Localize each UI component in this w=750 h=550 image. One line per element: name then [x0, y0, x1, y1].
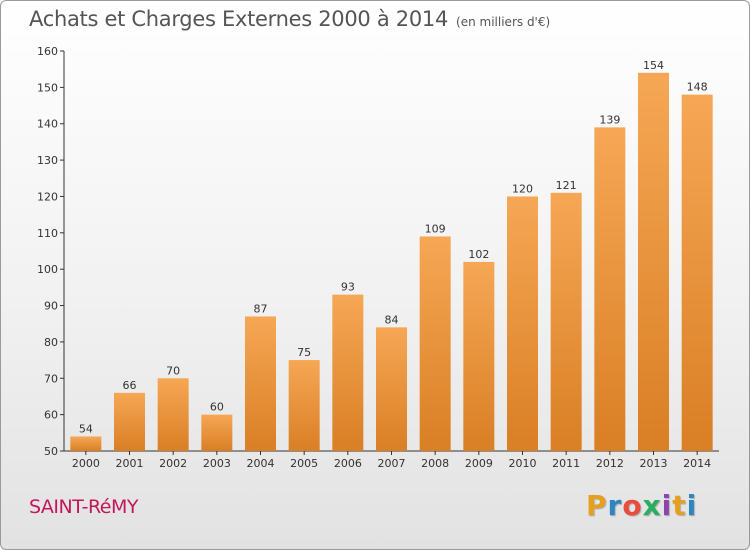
bar-2012	[594, 127, 626, 451]
y-tick-label: 130	[37, 154, 58, 167]
bar-2003	[201, 414, 233, 451]
y-tick-label: 80	[44, 336, 58, 349]
y-tick-label: 90	[44, 300, 58, 313]
logo-letter: o	[622, 489, 643, 522]
logo-letter: t	[672, 489, 687, 522]
chart-bars: 54 66 70 60 87 75 93 84 109 102 120 121 139 154 148	[70, 59, 713, 452]
y-tick-label: 150	[37, 81, 58, 94]
x-tick-label: 2008	[421, 457, 449, 470]
bar-2004	[245, 316, 276, 451]
logo-letter: i	[661, 489, 673, 522]
data-label: 102	[468, 248, 489, 261]
bar-2011	[550, 192, 582, 451]
data-label: 121	[556, 179, 577, 192]
bar-2013	[638, 72, 669, 452]
x-tick-label: 2010	[509, 457, 537, 470]
data-label: 70	[166, 364, 180, 377]
x-tick-label: 2005	[290, 457, 318, 470]
x-tick-label: 2007	[378, 457, 406, 470]
data-label: 60	[210, 401, 224, 414]
place-name: SAINT-RéMY	[29, 496, 138, 518]
bar-2014	[681, 94, 713, 452]
data-label: 139	[599, 113, 620, 126]
bar-2000	[70, 436, 102, 451]
bar-2005	[288, 360, 320, 451]
data-label: 93	[341, 281, 355, 294]
data-label: 120	[512, 182, 533, 195]
y-tick-label: 60	[44, 409, 58, 422]
bar-2008	[419, 236, 451, 451]
y-tick-label: 120	[37, 190, 58, 203]
bar-2010	[507, 196, 538, 451]
bar-2009	[463, 261, 495, 451]
x-tick-label: 2000	[72, 457, 100, 470]
y-tick-label: 70	[44, 372, 58, 385]
y-tick-label: 110	[37, 227, 58, 240]
y-tick-label: 100	[37, 263, 58, 276]
bar-2001	[114, 392, 145, 451]
x-tick-label: 2014	[683, 457, 711, 470]
logo-letter: x	[642, 489, 662, 522]
logo-letter: r	[607, 489, 623, 522]
chart-title-text: Achats et Charges Externes 2000 à 2014	[29, 7, 449, 31]
chart-title: Achats et Charges Externes 2000 à 2014 (e…	[29, 7, 550, 31]
x-tick-label: 2001	[116, 457, 144, 470]
data-label: 154	[643, 59, 664, 72]
proxiti-logo: Proxiti	[586, 489, 697, 522]
data-label: 54	[79, 422, 93, 435]
x-tick-label: 2004	[247, 457, 275, 470]
data-label: 84	[385, 313, 399, 326]
chart-subtitle: (en milliers d'€)	[456, 15, 551, 29]
data-label: 66	[123, 379, 137, 392]
logo-letter: i	[686, 489, 698, 522]
y-tick-label: 160	[37, 45, 58, 58]
x-tick-label: 2003	[203, 457, 231, 470]
x-tick-label: 2009	[465, 457, 493, 470]
y-tick-label: 140	[37, 118, 58, 131]
x-tick-label: 2011	[552, 457, 580, 470]
x-tick-label: 2013	[640, 457, 668, 470]
bar-2006	[332, 294, 364, 451]
logo-letter: P	[586, 489, 608, 522]
data-label: 75	[297, 346, 311, 359]
x-tick-label: 2002	[159, 457, 187, 470]
chart-axes: 50 60 70 80 90 100 110 120 130 140 150 160 2000 2001 2…	[37, 45, 719, 470]
data-label: 87	[254, 302, 268, 315]
data-label: 148	[687, 81, 708, 94]
x-tick-label: 2006	[334, 457, 362, 470]
bar-2007	[376, 327, 407, 451]
data-label: 109	[425, 222, 446, 235]
y-tick-label: 50	[44, 445, 58, 458]
x-tick-label: 2012	[596, 457, 624, 470]
bar-2002	[157, 378, 189, 451]
